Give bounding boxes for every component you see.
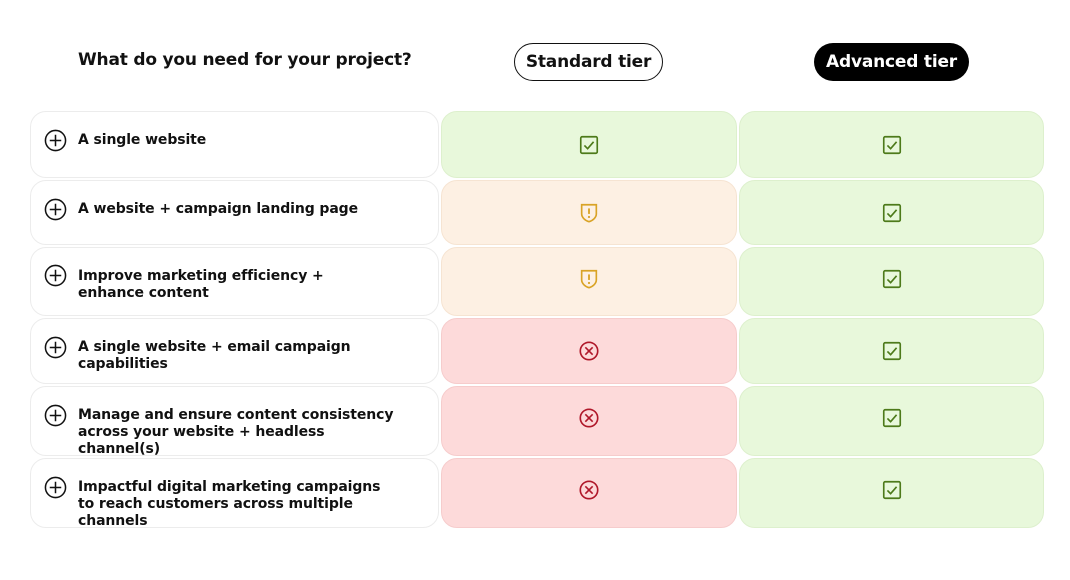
circle-x-icon xyxy=(579,408,599,428)
shield-warning-icon xyxy=(580,203,598,223)
feature-label: Impactful digital marketing campaigns to… xyxy=(78,479,381,529)
standard-tier-pill[interactable]: Standard tier xyxy=(514,43,663,81)
advanced-status-cell xyxy=(739,180,1044,245)
checkbox-check-icon xyxy=(882,269,901,288)
circle-x-icon xyxy=(579,341,599,361)
plus-circle-icon[interactable] xyxy=(44,198,67,221)
feature-cell[interactable]: Impactful digital marketing campaigns to… xyxy=(30,458,439,529)
checkbox-check-icon xyxy=(882,135,901,154)
table-row: Improve marketing efficiency + enhance c… xyxy=(0,247,1070,316)
advanced-status-cell xyxy=(739,386,1044,456)
table-row: A single website + email campaign capabi… xyxy=(0,318,1070,384)
standard-status-cell xyxy=(441,180,737,245)
feature-cell[interactable]: A single website + email campaign capabi… xyxy=(30,318,439,384)
table-row: A single website xyxy=(0,111,1070,178)
feature-cell[interactable]: A single website xyxy=(30,111,439,178)
standard-status-cell xyxy=(441,318,737,384)
shield-warning-icon xyxy=(580,269,598,289)
standard-status-cell xyxy=(441,247,737,316)
advanced-tier-pill[interactable]: Advanced tier xyxy=(814,43,969,81)
table-row: A website + campaign landing page xyxy=(0,180,1070,245)
plus-circle-icon[interactable] xyxy=(44,264,67,287)
checkbox-check-icon xyxy=(882,408,901,428)
circle-x-icon xyxy=(579,480,599,500)
feature-cell[interactable]: A website + campaign landing page xyxy=(30,180,439,245)
advanced-status-cell xyxy=(739,458,1044,528)
checkbox-check-icon xyxy=(579,135,599,154)
table-row: Impactful digital marketing campaigns to… xyxy=(0,458,1070,529)
header-question: What do you need for your project? xyxy=(78,50,412,70)
feature-label: Manage and ensure content consistency ac… xyxy=(78,407,394,457)
feature-label: A single website xyxy=(78,132,207,148)
plus-circle-icon[interactable] xyxy=(44,404,67,427)
plus-circle-icon[interactable] xyxy=(44,476,67,499)
checkbox-check-icon xyxy=(882,203,901,222)
checkbox-check-icon xyxy=(882,341,901,361)
table-row: Manage and ensure content consistency ac… xyxy=(0,386,1070,457)
feature-cell[interactable]: Manage and ensure content consistency ac… xyxy=(30,386,439,457)
feature-label: A website + campaign landing page xyxy=(78,201,359,217)
advanced-status-cell xyxy=(739,318,1044,384)
feature-label: A single website + email campaign capabi… xyxy=(78,339,351,372)
advanced-status-cell xyxy=(739,111,1044,178)
plus-circle-icon[interactable] xyxy=(44,336,67,359)
standard-status-cell xyxy=(441,111,737,178)
advanced-status-cell xyxy=(739,247,1044,316)
feature-cell[interactable]: Improve marketing efficiency + enhance c… xyxy=(30,247,439,316)
checkbox-check-icon xyxy=(882,480,901,500)
plus-circle-icon[interactable] xyxy=(44,129,67,152)
standard-status-cell xyxy=(441,386,737,456)
feature-label: Improve marketing efficiency + enhance c… xyxy=(78,268,324,301)
standard-status-cell xyxy=(441,458,737,528)
